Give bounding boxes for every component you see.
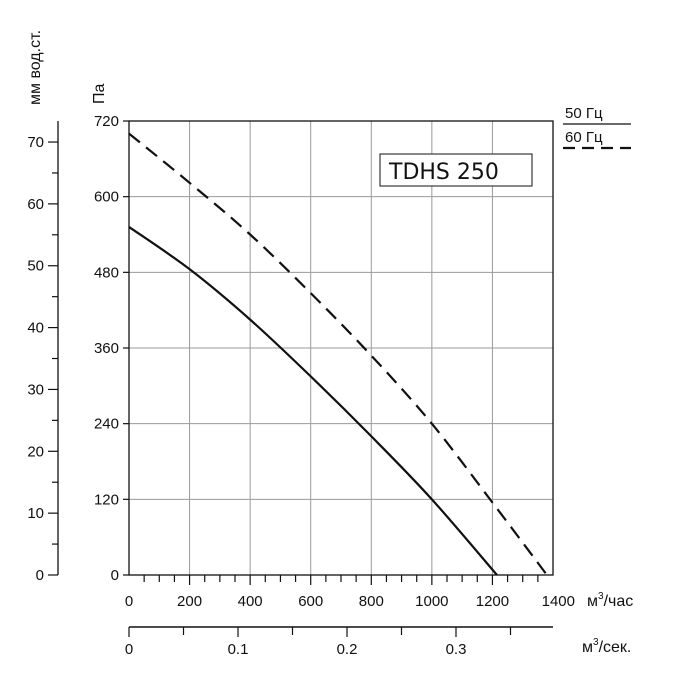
legend-label: 60 Гц [565, 129, 603, 146]
x-tick-label: 1000 [415, 593, 448, 610]
y-axis-ticks: 0 120 240 360 480 600 720 [94, 113, 129, 584]
legend-label: 50 Гц [565, 105, 603, 122]
x-tick-label: 1400 [542, 593, 575, 610]
y2-axis: 0 10 20 30 40 50 60 70 [27, 121, 59, 584]
y2-tick-label: 40 [27, 320, 44, 337]
x2-tick-label: 0 [125, 641, 133, 658]
y-tick-label: 0 [111, 567, 119, 584]
series-line-dashed [128, 132, 548, 576]
x-tick-label: 600 [298, 593, 323, 610]
x2-tick-label: 0.3 [446, 641, 467, 658]
x-axis-label: м3/час [587, 591, 633, 610]
y2-tick-label: 30 [27, 381, 44, 398]
x-tick-label: 200 [177, 593, 202, 610]
x2-tick-label: 0.2 [337, 641, 358, 658]
y2-tick-label: 20 [27, 443, 44, 460]
y-axis-label: Па [91, 84, 108, 105]
y2-tick-label: 60 [27, 196, 44, 213]
chart-title: TDHS 250 [388, 160, 499, 185]
y2-tick-label: 0 [36, 567, 44, 584]
x-tick-label: 0 [125, 593, 133, 610]
y-tick-label: 240 [94, 416, 119, 433]
x-tick-label: 400 [238, 593, 263, 610]
y2-tick-label: 50 [27, 258, 44, 275]
y2-tick-label: 10 [27, 505, 44, 522]
y-tick-label: 600 [94, 189, 119, 206]
legend: 50 Гц 60 Гц [563, 105, 631, 150]
y-tick-label: 120 [94, 491, 119, 508]
x-axis-ticks: 0 200 400 600 800 1000 1200 1400 [125, 575, 575, 610]
x-tick-label: 800 [359, 593, 384, 610]
x-tick-label: 1200 [476, 593, 509, 610]
y2-tick-label: 70 [27, 134, 44, 151]
y-tick-label: 720 [94, 113, 119, 130]
model-label-box: TDHS 250 [379, 153, 533, 187]
y2-axis-label: мм вод.ст. [27, 30, 44, 105]
y-tick-label: 360 [94, 340, 119, 357]
x2-tick-label: 0.1 [228, 641, 249, 658]
series-line-solid [128, 226, 498, 576]
x2-axis-label: м3/сек. [582, 637, 631, 656]
series-lines [128, 132, 548, 576]
grid-lines [129, 121, 553, 575]
y-tick-label: 480 [94, 264, 119, 281]
x2-axis: 0 0.1 0.2 0.3 [125, 626, 553, 658]
